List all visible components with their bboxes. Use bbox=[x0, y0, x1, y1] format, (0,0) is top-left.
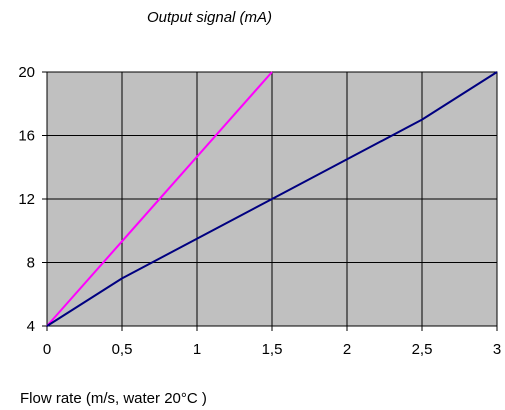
y-tick-label: 8 bbox=[27, 255, 35, 272]
y-tick-label: 16 bbox=[18, 128, 35, 145]
y-tick-label: 20 bbox=[18, 64, 35, 81]
x-axis-title: Flow rate (m/s, water 20°C ) bbox=[20, 390, 207, 407]
x-tick-label: 2,5 bbox=[412, 341, 433, 358]
series-line-2 bbox=[46, 71, 498, 327]
x-tick-label: 0,5 bbox=[112, 341, 133, 358]
x-tick-label: 2 bbox=[343, 341, 351, 358]
x-tick-label: 3 bbox=[493, 341, 501, 358]
series-line-1 bbox=[46, 71, 273, 327]
x-tick-label: 1 bbox=[193, 341, 201, 358]
x-tick-label: 1,5 bbox=[262, 341, 283, 358]
series-lines bbox=[46, 71, 498, 327]
x-tick-label: 0 bbox=[43, 341, 51, 358]
y-tick-label: 4 bbox=[27, 318, 35, 335]
y-axis-title: Output signal (mA) bbox=[147, 9, 273, 26]
y-tick-label: 12 bbox=[18, 191, 35, 208]
tick-labels: 0 0,5 1 1,5 2 2,5 3 4 8 12 16 20 bbox=[18, 64, 501, 358]
